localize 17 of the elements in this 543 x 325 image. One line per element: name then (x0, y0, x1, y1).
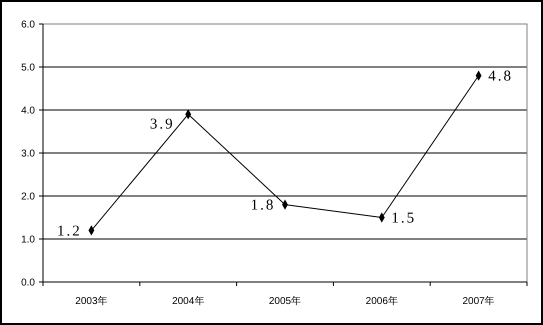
y-tick-label: 5.0 (21, 62, 36, 74)
x-tick-label: 2004年 (172, 295, 204, 307)
x-tick-label: 2006年 (366, 295, 398, 307)
y-tick-label: 0.0 (21, 278, 36, 288)
x-tick-label: 2003年 (75, 295, 108, 307)
data-label: 1.2 (57, 223, 82, 240)
data-label: 1.8 (250, 198, 276, 214)
data-label: 1.5 (391, 210, 416, 226)
y-tick-label: 1.0 (21, 234, 36, 246)
y-tick-label: 6.0 (21, 20, 36, 30)
data-label: 3.9 (150, 116, 175, 132)
y-tick-label: 4.0 (21, 106, 36, 116)
y-tick-label: 3.0 (21, 148, 36, 160)
y-tick-label: 2.0 (21, 192, 36, 202)
x-tick-label: 2007年 (462, 295, 495, 307)
data-label: 4.8 (488, 68, 513, 85)
x-tick-label: 2005年 (268, 295, 302, 307)
